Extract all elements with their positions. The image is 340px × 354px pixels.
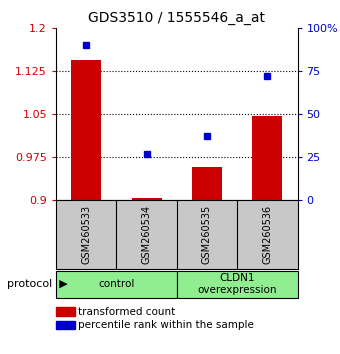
Bar [177, 270, 298, 298]
Title: GDS3510 / 1555546_a_at: GDS3510 / 1555546_a_at [88, 11, 265, 24]
Bar [56, 270, 177, 298]
Text: GSM260536: GSM260536 [262, 205, 272, 264]
Text: transformed count: transformed count [78, 307, 175, 316]
Text: GSM260533: GSM260533 [81, 205, 91, 264]
Text: protocol  ▶: protocol ▶ [7, 279, 68, 289]
Bar [192, 167, 222, 200]
Text: percentile rank within the sample: percentile rank within the sample [78, 320, 254, 330]
Text: control: control [98, 279, 135, 289]
Bar [252, 116, 283, 200]
Text: GSM260534: GSM260534 [142, 205, 152, 264]
Bar [71, 60, 101, 200]
Text: CLDN1
overexpression: CLDN1 overexpression [198, 273, 277, 295]
Bar [132, 198, 162, 200]
Text: GSM260535: GSM260535 [202, 205, 212, 264]
